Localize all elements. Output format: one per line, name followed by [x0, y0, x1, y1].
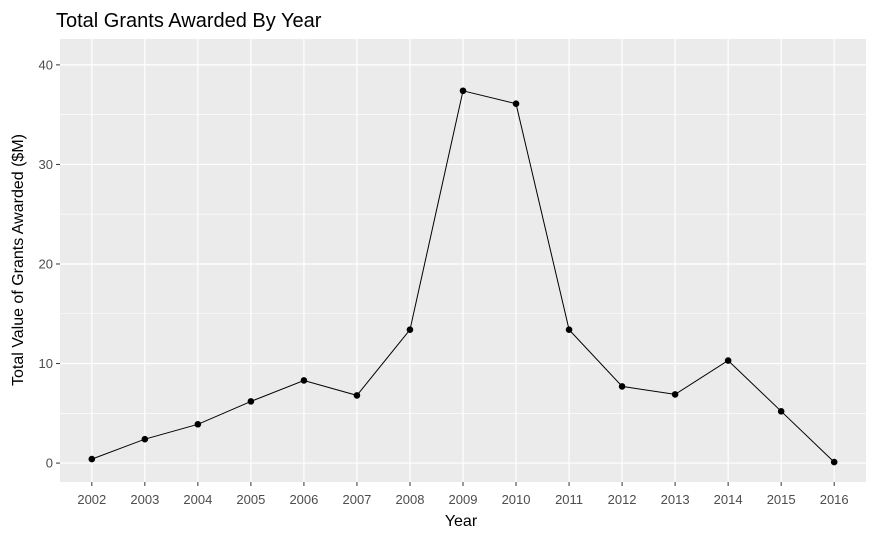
x-tick-label: 2005 — [236, 492, 265, 507]
x-tick-label: 2008 — [396, 492, 425, 507]
data-point — [88, 455, 96, 463]
x-tick-label: 2013 — [661, 492, 690, 507]
data-point — [247, 398, 255, 405]
data-point — [406, 326, 414, 333]
x-tick-label: 2004 — [183, 492, 212, 507]
x-tick-label: 2003 — [130, 492, 159, 507]
data-point — [512, 100, 520, 108]
grid-lines — [60, 39, 866, 482]
x-tick-label: 2010 — [502, 492, 531, 507]
data-point — [724, 357, 732, 364]
data-point — [671, 391, 679, 398]
data-point — [300, 377, 308, 384]
y-tick-label: 10 — [39, 356, 53, 371]
data-point — [777, 408, 785, 415]
data-point — [459, 87, 467, 95]
y-tick-label: 20 — [39, 256, 53, 271]
data-point — [141, 435, 149, 443]
y-tick-label: 30 — [39, 157, 53, 172]
series-layer — [88, 87, 838, 466]
data-point — [353, 392, 361, 399]
x-tick-label: 2012 — [608, 492, 637, 507]
y-tick-label: 0 — [46, 456, 53, 471]
x-tick-label: 2014 — [714, 492, 743, 507]
y-tick-label: 40 — [39, 57, 53, 72]
x-tick-label: 2007 — [342, 492, 371, 507]
data-point — [618, 383, 626, 390]
x-tick-label: 2002 — [77, 492, 106, 507]
x-tick-label: 2015 — [767, 492, 796, 507]
x-tick-label: 2009 — [449, 492, 478, 507]
x-tick-label: 2016 — [820, 492, 849, 507]
x-tick-label: 2006 — [289, 492, 318, 507]
chart-title: Total Grants Awarded By Year — [56, 10, 322, 32]
data-point — [565, 326, 573, 333]
axis-ticks: 0 10 20 30 40 2002 2003 2004 2005 2006 2007 2008 200… — [39, 57, 849, 507]
data-point — [194, 420, 202, 428]
data-point — [830, 458, 838, 466]
y-axis-title: Total Value of Grants Awarded ($M) — [10, 134, 27, 386]
x-axis-title: Year — [445, 513, 478, 530]
x-tick-label: 2011 — [555, 492, 583, 507]
